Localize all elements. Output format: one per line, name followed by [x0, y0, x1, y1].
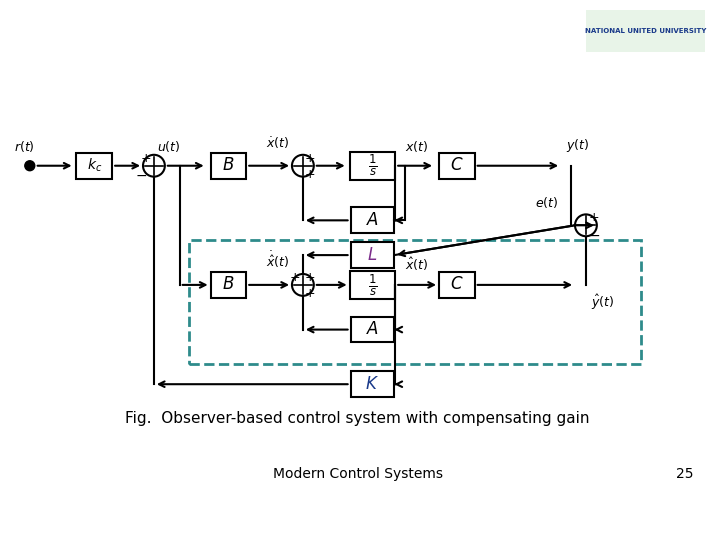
Text: $-$: $-$ [135, 167, 147, 181]
Text: $y(t)$: $y(t)$ [566, 137, 590, 154]
FancyBboxPatch shape [350, 152, 395, 180]
FancyBboxPatch shape [586, 10, 705, 51]
Text: $A$: $A$ [366, 321, 379, 338]
FancyBboxPatch shape [76, 153, 112, 179]
Text: $-$: $-$ [588, 228, 600, 242]
Text: $\frac{1}{s}$: $\frac{1}{s}$ [368, 272, 377, 298]
FancyBboxPatch shape [210, 272, 246, 298]
Text: $A$: $A$ [366, 212, 379, 229]
FancyBboxPatch shape [210, 153, 246, 179]
Text: +: + [305, 168, 315, 181]
Circle shape [143, 155, 165, 177]
Text: $\dot{\hat{x}}(t)$: $\dot{\hat{x}}(t)$ [266, 249, 289, 270]
FancyBboxPatch shape [350, 271, 395, 299]
Circle shape [292, 155, 314, 177]
Text: NATIONAL UNITED UNIVERSITY: NATIONAL UNITED UNIVERSITY [585, 28, 706, 33]
Text: $K$: $K$ [366, 376, 379, 393]
Text: +: + [305, 287, 315, 300]
Text: Fig.  Observer-based control system with compensating gain: Fig. Observer-based control system with … [125, 411, 590, 427]
Text: Modern Control Systems: Modern Control Systems [272, 467, 443, 481]
FancyBboxPatch shape [439, 153, 474, 179]
Text: $r(t)$: $r(t)$ [14, 139, 35, 154]
Text: $B$: $B$ [222, 276, 235, 293]
Text: $C$: $C$ [450, 157, 464, 174]
Text: +: + [588, 211, 599, 224]
FancyBboxPatch shape [351, 242, 395, 268]
Text: $u(t)$: $u(t)$ [157, 139, 181, 154]
Text: $B$: $B$ [222, 157, 235, 174]
Circle shape [292, 274, 314, 296]
Text: +: + [305, 152, 315, 165]
Text: $\dot{x}(t)$: $\dot{x}(t)$ [266, 136, 289, 151]
Text: +: + [289, 272, 300, 285]
Text: $\hat{y}(t)$: $\hat{y}(t)$ [591, 293, 614, 312]
Circle shape [24, 161, 35, 171]
Text: $\hat{x}(t)$: $\hat{x}(t)$ [405, 256, 428, 273]
FancyBboxPatch shape [439, 272, 474, 298]
Text: $k_c$: $k_c$ [86, 157, 102, 174]
FancyBboxPatch shape [351, 316, 395, 342]
FancyBboxPatch shape [351, 372, 395, 397]
Text: $\frac{1}{s}$: $\frac{1}{s}$ [368, 153, 377, 178]
Text: 25: 25 [677, 467, 694, 481]
Text: $x(t)$: $x(t)$ [405, 139, 428, 154]
Circle shape [575, 214, 597, 236]
Text: +: + [140, 152, 151, 165]
Text: $C$: $C$ [450, 276, 464, 293]
Text: $L$: $L$ [367, 247, 377, 264]
Text: $e(t)$: $e(t)$ [534, 195, 558, 211]
FancyBboxPatch shape [351, 207, 395, 233]
Text: +: + [305, 272, 315, 285]
